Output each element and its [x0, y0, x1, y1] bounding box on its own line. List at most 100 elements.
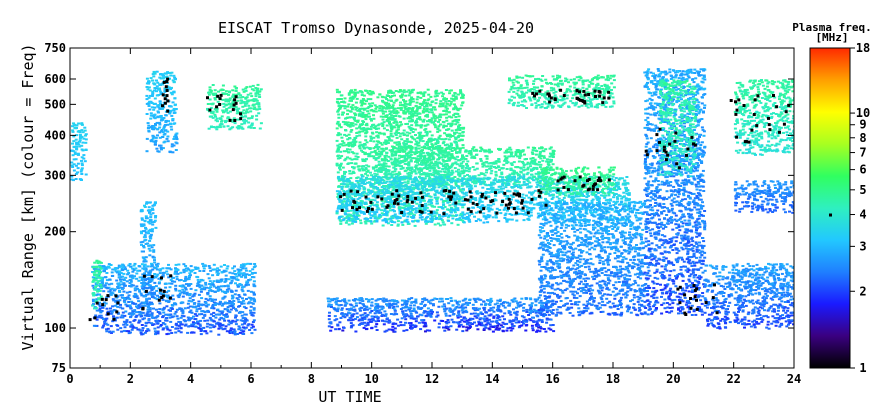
echo-mark	[457, 325, 461, 328]
echo-mark	[98, 301, 102, 304]
echo-mark	[389, 132, 393, 135]
echo-mark	[241, 263, 245, 266]
echo-mark	[421, 209, 425, 212]
echo-mark	[236, 268, 240, 271]
echo-mark	[335, 127, 339, 130]
echo-mark	[327, 325, 331, 328]
echo-mark	[211, 110, 215, 113]
echo-mark	[160, 117, 164, 120]
echo-mark	[151, 268, 155, 271]
echo-mark	[512, 308, 515, 311]
echo-mark	[400, 146, 404, 149]
echo-mark	[403, 102, 407, 105]
echo-mark	[483, 304, 487, 306]
echo-mark	[491, 330, 495, 333]
echo-mark	[146, 308, 150, 311]
echo-mark	[393, 327, 397, 330]
echo-mark	[444, 312, 448, 315]
echo-mark	[91, 298, 95, 301]
echo-mark	[73, 151, 77, 154]
echo-mark	[370, 304, 373, 307]
echo-mark	[473, 315, 477, 318]
echo-mark	[460, 184, 464, 187]
echo-mark	[228, 300, 232, 303]
echo-mark	[212, 311, 216, 314]
echo-mark	[368, 152, 372, 155]
echo-mark	[405, 302, 409, 305]
echo-mark	[337, 113, 341, 116]
echo-mark	[394, 141, 398, 144]
echo-mark	[349, 322, 353, 325]
echo-mark	[234, 308, 238, 311]
echo-mark	[455, 143, 459, 146]
echo-mark	[248, 117, 251, 120]
echo-mark	[430, 134, 434, 137]
echo-mark	[368, 90, 372, 92]
echo-mark	[129, 280, 133, 283]
echo-mark	[232, 277, 236, 280]
echo-mark	[525, 297, 529, 300]
echo-mark	[431, 303, 435, 306]
echo-mark	[216, 272, 220, 275]
echo-mark	[436, 140, 440, 143]
echo-mark	[337, 179, 341, 182]
echo-mark	[449, 89, 453, 92]
echo-mark	[222, 102, 226, 105]
echo-mark	[544, 330, 548, 333]
echo-mark	[80, 123, 84, 126]
echo-mark	[342, 314, 346, 317]
echo-mark	[94, 288, 98, 291]
echo-mark	[128, 298, 132, 301]
echo-mark	[389, 197, 393, 200]
echo-mark	[353, 299, 357, 302]
echo-mark	[389, 209, 392, 212]
echo-mark	[349, 316, 353, 319]
echo-mark	[102, 324, 106, 327]
echo-mark	[350, 97, 354, 100]
echo-mark	[438, 300, 441, 303]
echo-mark	[155, 308, 158, 311]
echo-mark	[418, 107, 422, 110]
echo-mark	[345, 150, 349, 153]
echo-mark	[174, 135, 178, 138]
echo-mark	[454, 182, 458, 185]
echo-mark	[235, 275, 239, 278]
echo-region	[91, 262, 257, 336]
echo-mark	[173, 97, 177, 100]
echo-mark	[166, 314, 170, 317]
echo-mark	[97, 268, 101, 271]
echo-mark	[109, 325, 113, 328]
echo-mark	[389, 139, 393, 142]
echo-mark	[212, 320, 216, 323]
echo-mark	[140, 294, 144, 297]
echo-mark	[406, 109, 410, 112]
echo-mark	[345, 308, 349, 311]
echo-mark	[410, 324, 414, 327]
echo-mark	[230, 305, 233, 308]
echo-mark	[428, 163, 432, 166]
echo-mark	[174, 284, 178, 287]
echo-mark	[239, 329, 243, 332]
echo-mark	[542, 315, 546, 318]
echo-mark	[370, 155, 373, 158]
echo-mark	[385, 300, 389, 303]
echo-mark	[234, 106, 238, 109]
echo-mark	[416, 106, 420, 109]
echo-mark	[91, 266, 95, 269]
echo-mark	[338, 104, 342, 107]
echo-mark	[460, 212, 464, 215]
echo-mark	[518, 325, 522, 328]
echo-mark	[196, 322, 200, 325]
echo-mark	[408, 310, 412, 313]
echo-mark	[496, 307, 500, 310]
echo-mark	[80, 129, 84, 132]
echo-mark	[189, 274, 192, 277]
echo-mark	[141, 318, 145, 321]
echo-mark	[141, 267, 145, 270]
echo-mark	[145, 312, 149, 315]
echo-mark	[351, 217, 355, 220]
echo-mark	[111, 268, 115, 271]
echo-mark	[154, 226, 158, 229]
echo-mark	[447, 209, 451, 211]
echo-mark	[202, 286, 206, 289]
